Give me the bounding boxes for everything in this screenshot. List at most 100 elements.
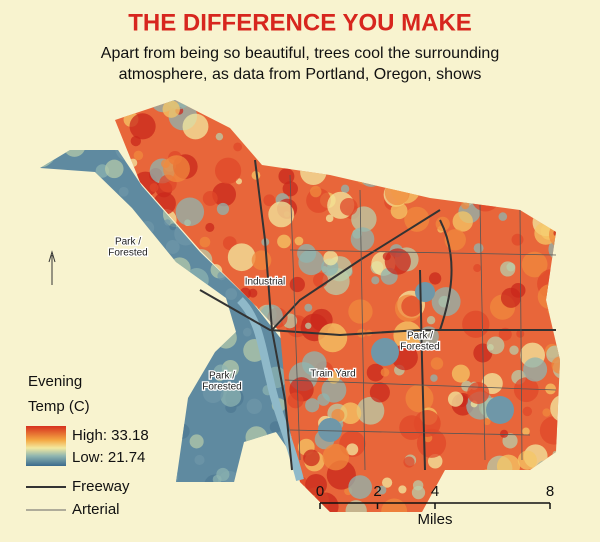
heat-blob [545, 383, 556, 395]
heat-blob [441, 482, 449, 490]
heat-blob [411, 485, 426, 500]
cool-blob [184, 268, 209, 293]
heat-blob [403, 456, 415, 468]
heat-blob [451, 364, 470, 383]
cool-blob [89, 350, 98, 359]
cool-blob [162, 316, 188, 342]
subtitle: atmosphere, as data from Portland, Orego… [119, 66, 482, 83]
heat-blob [321, 137, 349, 165]
heat-blob [369, 382, 390, 403]
heat-blob [292, 112, 322, 142]
map-label: Forested [108, 248, 147, 259]
cool-blob [220, 386, 242, 407]
heat-blob [319, 130, 337, 148]
heat-blob [269, 123, 288, 143]
heat-blob [350, 136, 371, 158]
cool-blob [127, 273, 135, 281]
cool-blob [174, 423, 190, 439]
cool-blob [140, 274, 150, 284]
cool-blob [189, 434, 204, 449]
cool-blob [147, 344, 156, 353]
heat-blob [387, 132, 396, 141]
heat-blob [403, 115, 426, 139]
heat-blob [236, 108, 260, 131]
cool-blob [206, 495, 215, 504]
heat-blob [348, 299, 373, 324]
cool-blob [86, 327, 103, 344]
heat-blob [426, 316, 436, 325]
heat-blob [509, 144, 519, 154]
heat-blob [548, 220, 560, 249]
heat-blob [115, 214, 120, 236]
heat-blob [345, 500, 367, 512]
heat-blob [251, 250, 272, 271]
cool-blob [159, 450, 176, 467]
heat-blob [561, 180, 577, 196]
heat-blob [310, 185, 322, 198]
heat-blob [331, 408, 345, 422]
cool-blob [63, 150, 86, 157]
heat-blob [305, 398, 320, 413]
heat-blob [522, 406, 533, 417]
heat-blob [552, 450, 559, 457]
cool-blob [122, 298, 142, 318]
heat-blob [396, 124, 414, 142]
heat-blob [147, 470, 171, 494]
heat-blob [511, 101, 525, 114]
heat-blob [467, 381, 490, 404]
map-label: Forested [400, 342, 439, 353]
cool-blob [148, 326, 158, 337]
heat-blob [500, 287, 522, 308]
cool-blob [118, 186, 129, 197]
heat-blob [181, 363, 194, 376]
heat-blob [115, 226, 117, 250]
cool-blob [164, 284, 181, 301]
heat-blob [219, 102, 244, 127]
heat-blob [381, 498, 408, 512]
heat-blob [219, 490, 237, 507]
heat-blob [365, 142, 381, 158]
heat-blob [393, 321, 422, 350]
heat-blob [487, 487, 503, 504]
heat-blob [557, 478, 560, 498]
heat-blob [513, 377, 539, 403]
cool-blob [164, 285, 184, 305]
heat-blob [317, 393, 330, 406]
heat-blob [346, 443, 359, 456]
cool-blob [225, 288, 238, 300]
heat-blob [403, 100, 422, 106]
heat-blob [265, 470, 290, 495]
heat-blob [89, 216, 112, 239]
heat-blob [322, 443, 350, 471]
heat-blob [115, 320, 126, 344]
heat-blob [460, 100, 486, 114]
cool-blob [246, 398, 263, 415]
heat-blob [92, 291, 109, 308]
heat-blob [511, 233, 524, 246]
cool-blob [194, 454, 205, 466]
cool-blob [40, 288, 41, 306]
heat-blob [535, 460, 556, 481]
heat-blob [297, 118, 307, 128]
heat-blob [400, 118, 418, 137]
cool-blob [140, 221, 155, 235]
heat-blob [149, 183, 159, 192]
scale-tick-label: 2 [373, 483, 381, 500]
heat-blob [216, 202, 230, 216]
heat-blob [512, 163, 541, 193]
heat-blob [193, 294, 224, 324]
heat-blob [117, 337, 145, 365]
cool-blob [164, 219, 171, 226]
heat-blob [187, 309, 201, 324]
heat-blob [398, 148, 421, 171]
heat-blob [353, 158, 380, 186]
heat-blob [122, 393, 132, 403]
heat-blob [530, 100, 548, 105]
cool-blob [202, 382, 224, 404]
park-blob [486, 396, 514, 424]
heat-blob [152, 388, 174, 410]
heat-blob [431, 128, 456, 153]
heat-blob [278, 168, 295, 185]
heat-blob [305, 322, 312, 329]
heat-blob [244, 474, 256, 485]
